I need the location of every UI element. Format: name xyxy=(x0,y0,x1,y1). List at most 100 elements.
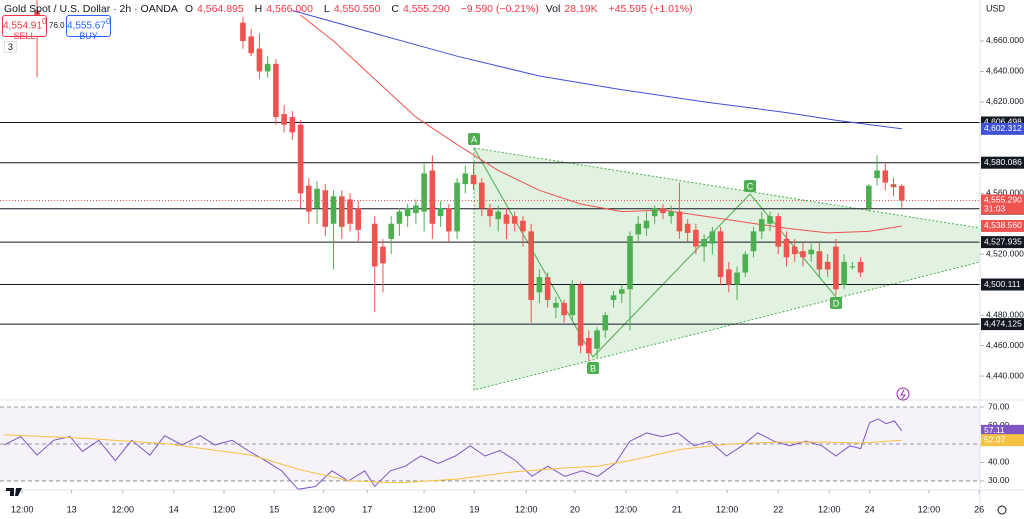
buy-button[interactable]: 4,555.670 BUY xyxy=(66,15,111,41)
candle-body xyxy=(767,216,773,224)
volume-key: Vol xyxy=(545,3,561,15)
indicator-count[interactable]: 3 xyxy=(4,41,18,53)
candle-body xyxy=(824,261,831,270)
ohlc-key: L xyxy=(323,3,330,15)
price-label: 4,555.290 xyxy=(984,195,1022,205)
x-tick-label: 12:00 xyxy=(716,504,739,514)
buy-pip: 0 xyxy=(105,16,111,26)
candle-body xyxy=(668,211,674,217)
candle-body xyxy=(586,338,592,354)
candle-body xyxy=(462,173,469,185)
y-tick-label: 4,440.000 xyxy=(986,370,1024,380)
alert-icon[interactable] xyxy=(896,387,910,401)
candle-body xyxy=(536,277,543,293)
pattern-label: C xyxy=(747,181,754,191)
candle-body xyxy=(684,223,691,233)
ohlc-key: C xyxy=(391,3,399,15)
settings-icon[interactable] xyxy=(997,505,1007,515)
change: −9.590 (−0.21%) xyxy=(460,3,539,15)
ohlc-value: 4,555.290 xyxy=(402,3,450,15)
y-tick-label: 4,520.000 xyxy=(986,248,1024,258)
ohlc-key: H xyxy=(254,3,263,15)
countdown: 31:03 xyxy=(984,204,1006,214)
alert-icon-bolt xyxy=(900,389,906,400)
label-box xyxy=(587,362,599,374)
x-tick-label: 26 xyxy=(974,504,984,514)
ohlc-value: 4,566.000 xyxy=(266,3,313,15)
sell-button[interactable]: 4,554.910 SELL xyxy=(2,15,47,41)
price-label: 4,602.312 xyxy=(984,123,1022,133)
x-tick-label: 15 xyxy=(269,504,279,514)
candle-body xyxy=(791,246,798,255)
candle-body xyxy=(701,238,707,247)
candle-body xyxy=(478,182,485,209)
candle-body xyxy=(528,231,534,300)
candle-body xyxy=(833,246,839,290)
candle-body xyxy=(380,246,386,264)
candle-body xyxy=(717,231,724,278)
candle-body xyxy=(618,289,625,294)
candle-body xyxy=(454,182,460,232)
candle-body xyxy=(544,277,551,300)
x-tick-label: 12:00 xyxy=(515,504,538,514)
candle-body xyxy=(388,223,394,239)
candle-body xyxy=(742,254,749,273)
candle-body xyxy=(503,214,510,224)
price-label-box xyxy=(981,116,1024,129)
candle-body xyxy=(264,63,271,72)
x-tick-label: 20 xyxy=(570,504,580,514)
labels: A B C D xyxy=(6,133,1007,515)
main-plot xyxy=(0,0,980,361)
candle-body xyxy=(841,261,847,285)
candle-body xyxy=(297,124,304,194)
candle-body xyxy=(890,184,897,188)
price-label: 52.07 xyxy=(984,434,1006,444)
logo xyxy=(6,488,22,496)
close: C 4,555.290 xyxy=(391,3,453,15)
candle-body xyxy=(553,302,559,308)
candle-body xyxy=(882,170,889,183)
volume: Vol 28.19K xyxy=(546,3,602,15)
candle-body xyxy=(816,251,823,270)
header: Gold Spot / U.S. Dollar · 2h · OANDA O 4,… xyxy=(4,3,697,15)
x-tick-label: 12:00 xyxy=(111,504,134,514)
candle-body xyxy=(248,36,254,54)
candle-body xyxy=(314,188,320,209)
candle-body xyxy=(404,208,411,217)
pattern-label: D xyxy=(833,298,840,308)
candle-body xyxy=(306,185,312,212)
sell-label: SELL xyxy=(13,31,36,42)
price-label-box xyxy=(981,194,1024,215)
price-label-box xyxy=(981,219,1024,232)
x-tick-label: 12:00 xyxy=(918,504,941,514)
x-tick-label: 17 xyxy=(362,504,372,514)
candle-body xyxy=(289,117,296,133)
buy-label: BUY xyxy=(79,31,98,42)
y-tick-label: 4,560.000 xyxy=(986,188,1024,198)
price-label: 4,474.125 xyxy=(984,318,1022,328)
ohlc-key: O xyxy=(184,3,193,15)
open: O 4,564.895 xyxy=(185,3,248,15)
x-tick-label: 12:00 xyxy=(615,504,638,514)
candle-body xyxy=(594,330,600,349)
triangle-pattern xyxy=(473,147,980,391)
y-tick-label: 4,620.000 xyxy=(986,96,1024,106)
candle-body xyxy=(569,284,576,316)
candle-body xyxy=(561,302,567,316)
candle-body xyxy=(355,208,362,230)
moving-average xyxy=(300,14,902,234)
candle-body xyxy=(338,196,345,227)
price-label-box xyxy=(981,318,1024,331)
spread: 76.0 xyxy=(49,21,65,30)
price-label-box xyxy=(981,236,1024,249)
candle-body xyxy=(34,10,40,19)
price-label: 4,538.560 xyxy=(984,220,1022,230)
volume-value: 28.19K xyxy=(564,3,598,15)
price-label-box xyxy=(981,278,1024,291)
candle-body xyxy=(783,238,790,258)
candle-body xyxy=(273,63,279,118)
total-change: +45.595 (+1.01%) xyxy=(608,3,693,15)
pattern-label: B xyxy=(590,363,596,373)
label-box xyxy=(830,297,842,309)
candle-body xyxy=(371,223,378,267)
